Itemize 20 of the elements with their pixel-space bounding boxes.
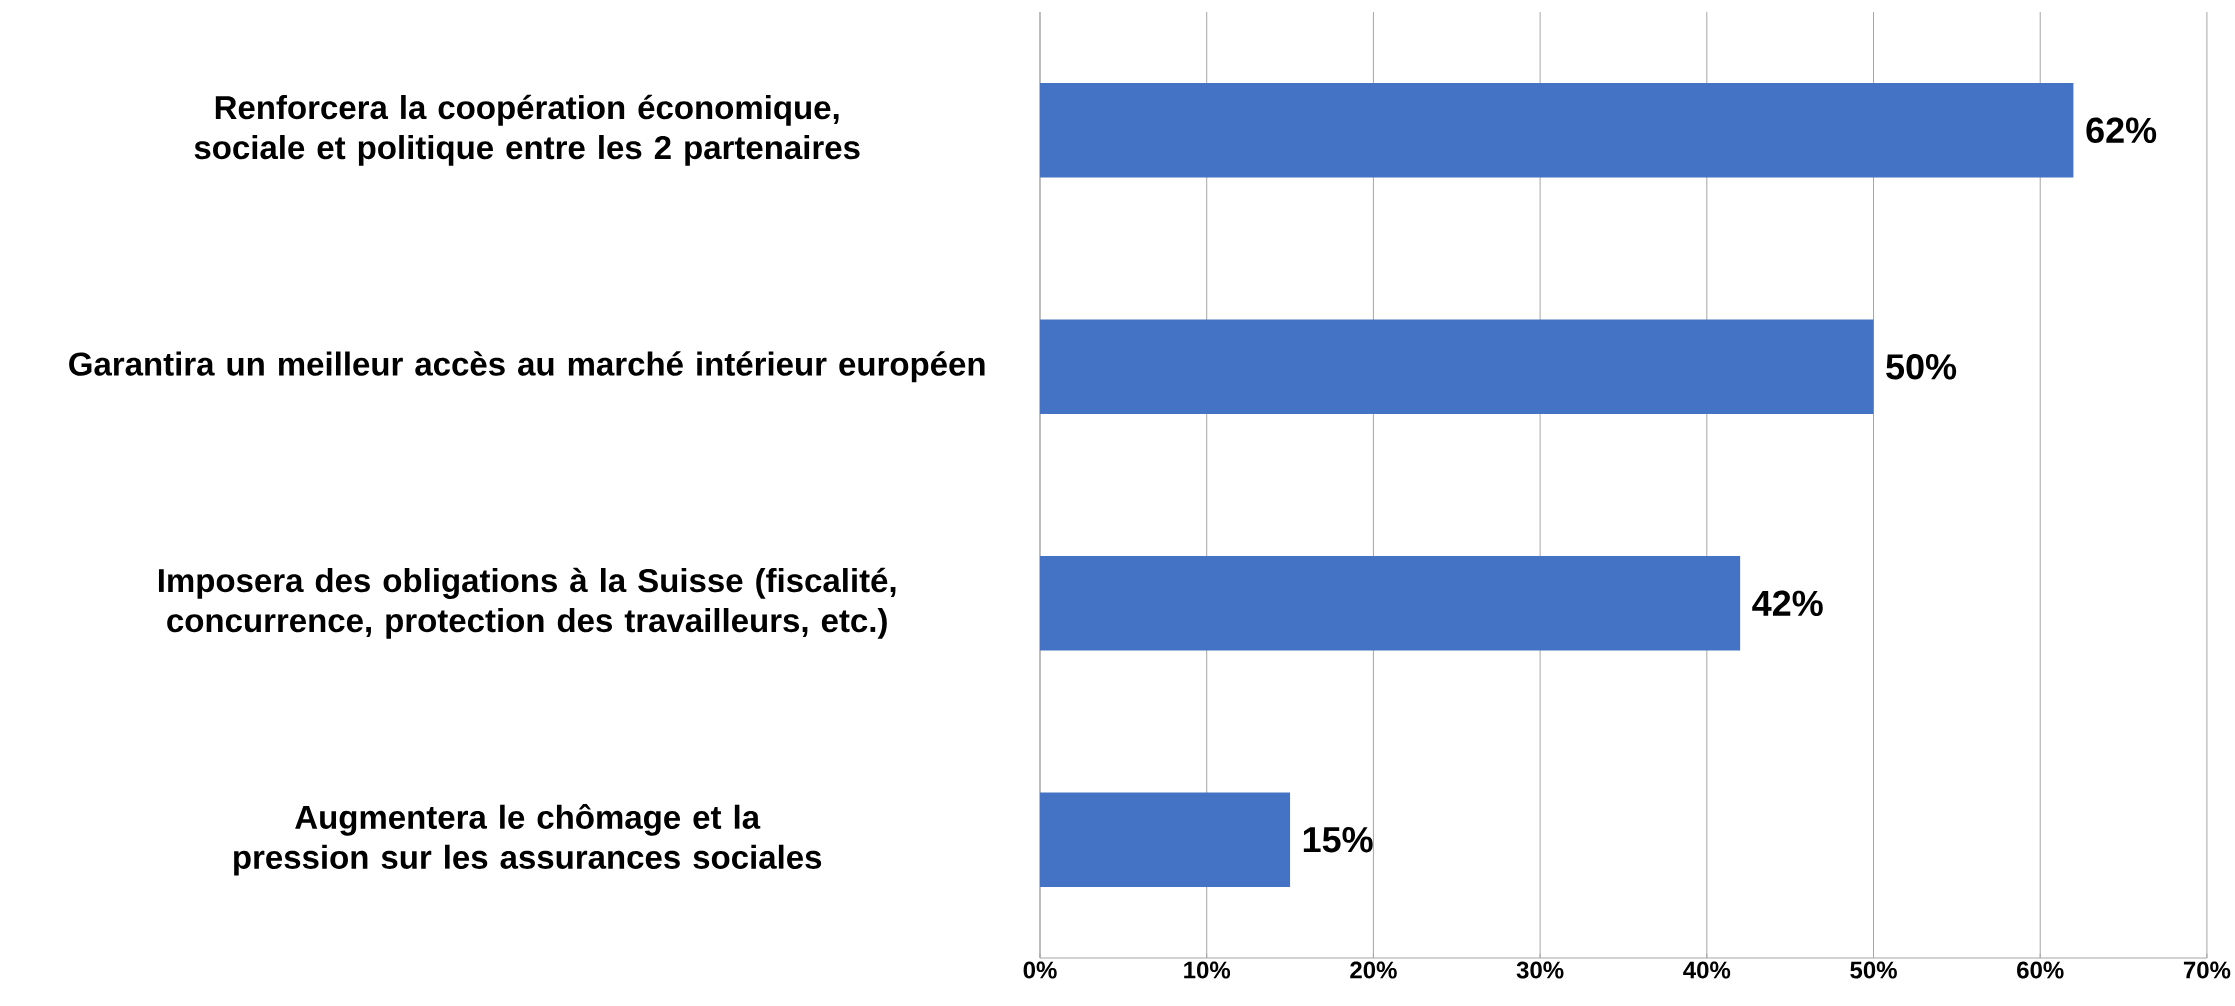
y-tick-label: Imposera des obligations à la Suisse (fiscalité, concurrence, protection des travailleurs, etc.): [158, 567, 896, 639]
y-tick-label: Garantira un meilleur accès au marché intérieur européen: [69, 351, 985, 383]
y-tick-label: Renforcera la coopération économique, sociale et politique entre les 2 partenaires: [194, 94, 860, 166]
data-label: 62%: [2086, 117, 2157, 143]
x-tick-label: 60%: [2017, 961, 2064, 979]
bar: [1040, 792, 1291, 888]
x-tick-label: 70%: [2183, 961, 2231, 979]
x-tick-label: 10%: [1184, 961, 1231, 979]
x-tick-label: 20%: [1350, 961, 1397, 979]
bar: [1040, 319, 1874, 415]
x-tick-label: 50%: [1850, 961, 1897, 979]
data-label: 50%: [1886, 354, 1957, 380]
x-tick-label: 30%: [1516, 961, 1564, 979]
x-tick-label: 40%: [1683, 961, 1731, 979]
x-tick-label: 0%: [1023, 961, 1057, 979]
bar: [1040, 555, 1741, 651]
bar: [1040, 82, 2074, 178]
data-label: 15%: [1303, 827, 1373, 853]
y-tick-label: Augmentera le chômage et la pression sur les assurances sociales: [234, 804, 822, 876]
data-label: 42%: [1752, 590, 1823, 616]
